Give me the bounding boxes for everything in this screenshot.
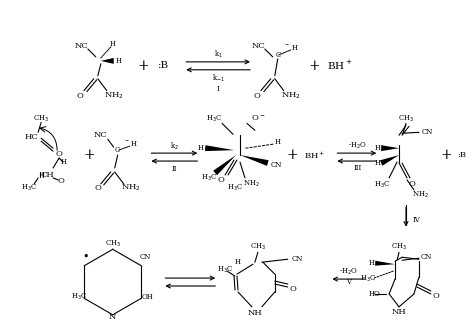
Text: +: + bbox=[83, 148, 95, 162]
Text: O: O bbox=[254, 91, 260, 99]
Text: CH$_3$: CH$_3$ bbox=[398, 113, 414, 124]
Text: +: + bbox=[309, 59, 320, 73]
Text: NH$_2$: NH$_2$ bbox=[121, 183, 141, 193]
Text: $^-$: $^-$ bbox=[283, 41, 290, 49]
Text: CN: CN bbox=[271, 161, 283, 169]
Text: :B: :B bbox=[457, 151, 466, 159]
Text: H$_3$C: H$_3$C bbox=[360, 274, 376, 284]
Text: NH: NH bbox=[247, 309, 262, 317]
Text: O: O bbox=[55, 150, 63, 158]
Text: BH$^+$: BH$^+$ bbox=[304, 149, 325, 161]
Text: O: O bbox=[76, 91, 83, 99]
Text: +: + bbox=[441, 148, 453, 162]
Text: HC: HC bbox=[24, 133, 38, 141]
Text: :B: :B bbox=[158, 61, 169, 70]
Text: NC: NC bbox=[94, 131, 108, 139]
Text: NH$_2$: NH$_2$ bbox=[412, 190, 429, 200]
Text: III: III bbox=[353, 164, 361, 172]
Text: NH$_2$: NH$_2$ bbox=[244, 179, 260, 189]
Text: O: O bbox=[58, 177, 64, 185]
Text: O: O bbox=[94, 184, 101, 192]
Text: H: H bbox=[275, 138, 281, 146]
Text: CN: CN bbox=[140, 253, 151, 261]
Polygon shape bbox=[375, 261, 395, 266]
Text: •: • bbox=[82, 252, 89, 262]
Text: H: H bbox=[368, 259, 374, 267]
Text: O: O bbox=[409, 180, 415, 188]
Text: H$_3$C: H$_3$C bbox=[21, 183, 37, 193]
Text: H$_3$C: H$_3$C bbox=[374, 180, 390, 190]
Polygon shape bbox=[213, 155, 236, 175]
Text: H$_3$C: H$_3$C bbox=[71, 292, 87, 302]
Text: -H$_2$O: -H$_2$O bbox=[339, 267, 358, 277]
Text: H: H bbox=[116, 57, 122, 65]
Text: HO: HO bbox=[368, 290, 380, 298]
Text: II: II bbox=[172, 165, 177, 173]
Text: H$_3$C: H$_3$C bbox=[227, 183, 243, 193]
Text: CH$_3$: CH$_3$ bbox=[391, 242, 407, 253]
Text: k$_2$: k$_2$ bbox=[170, 141, 179, 152]
Text: O: O bbox=[218, 176, 225, 184]
Text: H: H bbox=[110, 40, 116, 48]
Polygon shape bbox=[101, 58, 114, 64]
Polygon shape bbox=[240, 155, 269, 166]
Text: +: + bbox=[287, 148, 299, 162]
Text: CN: CN bbox=[421, 128, 433, 136]
Text: CH$_3$: CH$_3$ bbox=[105, 239, 121, 250]
Text: CN: CN bbox=[292, 255, 303, 263]
Text: NC: NC bbox=[252, 42, 266, 50]
Text: H: H bbox=[374, 159, 380, 167]
Text: CH$_3$: CH$_3$ bbox=[250, 242, 266, 253]
Text: H$_3$C: H$_3$C bbox=[217, 265, 233, 275]
Polygon shape bbox=[380, 155, 399, 166]
Polygon shape bbox=[205, 145, 234, 151]
Text: O: O bbox=[432, 292, 439, 300]
Text: O$^-$: O$^-$ bbox=[251, 114, 265, 123]
Text: I: I bbox=[217, 85, 219, 93]
Text: H: H bbox=[131, 140, 137, 148]
Text: +: + bbox=[138, 59, 149, 73]
Text: $^-$: $^-$ bbox=[123, 137, 130, 145]
Text: H$_3$C: H$_3$C bbox=[201, 173, 218, 183]
Polygon shape bbox=[381, 145, 399, 151]
Text: NH: NH bbox=[392, 308, 406, 316]
Text: C: C bbox=[275, 51, 281, 59]
Text: H: H bbox=[61, 158, 67, 166]
Text: V: V bbox=[346, 278, 351, 286]
Text: NH$_2$: NH$_2$ bbox=[104, 90, 124, 101]
Text: k$_1$: k$_1$ bbox=[214, 48, 223, 60]
Text: H: H bbox=[197, 144, 203, 152]
Text: OH: OH bbox=[142, 293, 154, 301]
Text: NC: NC bbox=[75, 42, 89, 50]
Text: CH: CH bbox=[40, 171, 54, 179]
Text: H$_3$C: H$_3$C bbox=[206, 113, 222, 124]
Text: IV: IV bbox=[413, 215, 421, 223]
Text: H: H bbox=[235, 258, 241, 266]
Text: NH$_2$: NH$_2$ bbox=[281, 90, 301, 101]
Text: N: N bbox=[109, 313, 117, 321]
Text: k$_{-1}$: k$_{-1}$ bbox=[211, 73, 225, 84]
Text: -H$_2$O: -H$_2$O bbox=[347, 141, 367, 151]
Text: C: C bbox=[115, 146, 120, 154]
Text: O: O bbox=[289, 285, 296, 293]
Text: BH$^+$: BH$^+$ bbox=[327, 59, 352, 72]
Text: CH$_3$: CH$_3$ bbox=[33, 113, 49, 124]
Text: H: H bbox=[374, 144, 380, 152]
Text: H: H bbox=[292, 44, 298, 52]
Text: CN: CN bbox=[420, 253, 431, 261]
